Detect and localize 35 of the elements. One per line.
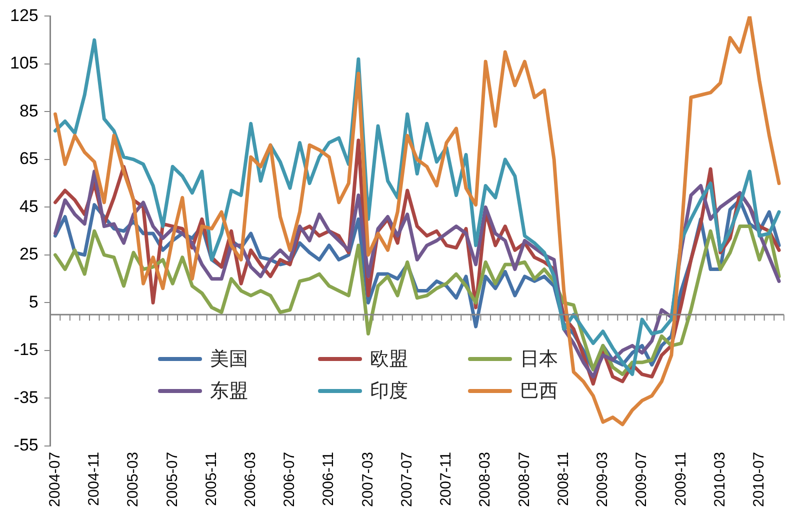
- x-tick-label: 2007-07: [398, 452, 416, 508]
- y-tick-label: 85: [19, 101, 38, 120]
- legend-label: 东盟: [210, 379, 248, 404]
- x-tick-label: 2007-11: [438, 452, 455, 506]
- y-tick-label: -55: [14, 436, 38, 455]
- legend-label: 日本: [520, 347, 558, 372]
- legend-label: 美国: [210, 347, 248, 372]
- y-tick-label: -35: [14, 388, 38, 407]
- x-tick-label: 2004-11: [86, 452, 103, 506]
- legend-label: 印度: [370, 379, 408, 404]
- x-tick-label: 2008-07: [516, 452, 533, 508]
- y-tick-label: 105: [10, 54, 38, 73]
- y-tick-label: 45: [19, 196, 38, 216]
- x-tick-label: 2005-07: [164, 452, 181, 508]
- x-tick-label: 2007-03: [359, 452, 376, 508]
- y-tick-label: -15: [14, 340, 38, 360]
- x-tick-label: 2009-07: [633, 452, 650, 508]
- x-tick-label: 2008-11: [554, 452, 572, 506]
- x-tick-label: 2004-07: [46, 452, 64, 508]
- y-tick-label: 5: [28, 292, 38, 312]
- x-tick-label: 2009-11: [672, 452, 690, 506]
- y-tick-label: 25: [19, 244, 38, 264]
- x-tick-label: 2005-11: [202, 452, 220, 506]
- legend-label: 欧盟: [370, 347, 408, 372]
- x-tick-label: 2009-03: [594, 452, 612, 508]
- y-tick-label: 125: [10, 6, 38, 25]
- x-tick-label: 2006-03: [242, 452, 259, 508]
- x-tick-label: 2010-03: [711, 452, 728, 508]
- x-tick-label: 2010-07: [750, 452, 768, 508]
- x-tick-label: 2006-11: [320, 452, 338, 506]
- legend-label: 巴西: [520, 379, 558, 404]
- x-tick-label: 2005-03: [124, 452, 142, 508]
- y-tick-label: 65: [19, 149, 38, 168]
- x-tick-label: 2006-07: [281, 452, 298, 508]
- x-tick-label: 2008-03: [476, 452, 494, 508]
